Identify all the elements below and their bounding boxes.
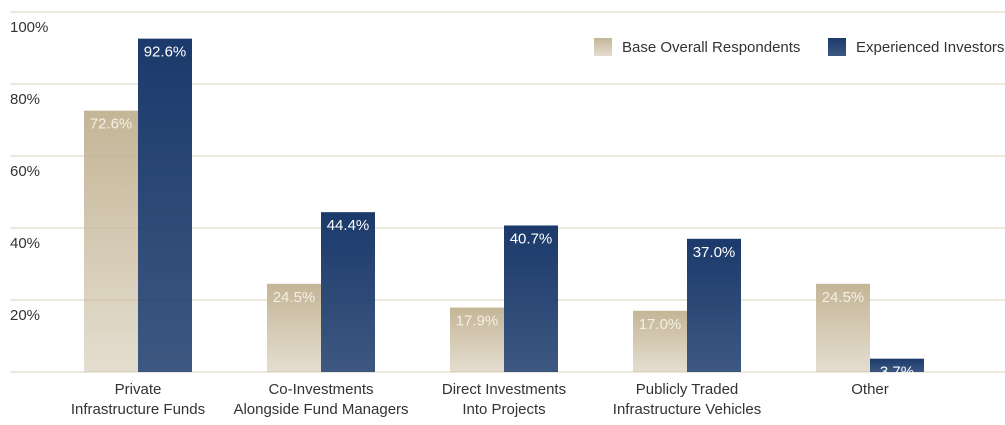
value-label: 72.6% (90, 116, 133, 133)
legend-label: Base Overall Respondents (622, 39, 800, 56)
bar (687, 238, 741, 372)
bar (633, 310, 687, 372)
y-tick-label: 60% (10, 163, 40, 180)
value-label: 37.0% (693, 244, 736, 261)
x-tick-label: Co-Investments (268, 381, 373, 398)
x-tick-label: Direct Investments (442, 381, 566, 398)
value-label: 24.5% (273, 289, 316, 306)
y-tick-label: 100% (10, 19, 48, 36)
legend-label: Experienced Investors (856, 39, 1004, 56)
bar (504, 225, 558, 372)
x-tick-label: Into Projects (462, 401, 545, 418)
bar (870, 358, 924, 372)
x-tick-label: Publicly Traded (636, 381, 739, 398)
value-label: 3.7% (880, 364, 914, 381)
y-tick-label: 80% (10, 91, 40, 108)
x-tick-label: Alongside Fund Managers (233, 401, 408, 418)
value-label: 92.6% (144, 44, 187, 61)
x-tick-label: Infrastructure Funds (71, 401, 205, 418)
bar (450, 307, 504, 372)
x-tick-label: Private (115, 381, 162, 398)
y-tick-label: 40% (10, 235, 40, 252)
bar (138, 38, 192, 372)
bar (321, 212, 375, 372)
y-tick-label: 20% (10, 307, 40, 324)
value-label: 17.0% (639, 316, 682, 333)
value-label: 24.5% (822, 289, 865, 306)
value-label: 17.9% (456, 313, 499, 330)
legend-swatch (594, 38, 612, 56)
bar (816, 283, 870, 372)
x-tick-label: Infrastructure Vehicles (613, 401, 761, 418)
value-label: 40.7% (510, 230, 553, 247)
x-tick-label: Other (851, 381, 889, 398)
bar (84, 110, 138, 372)
legend-swatch (828, 38, 846, 56)
bar (267, 283, 321, 372)
value-label: 44.4% (327, 217, 370, 234)
